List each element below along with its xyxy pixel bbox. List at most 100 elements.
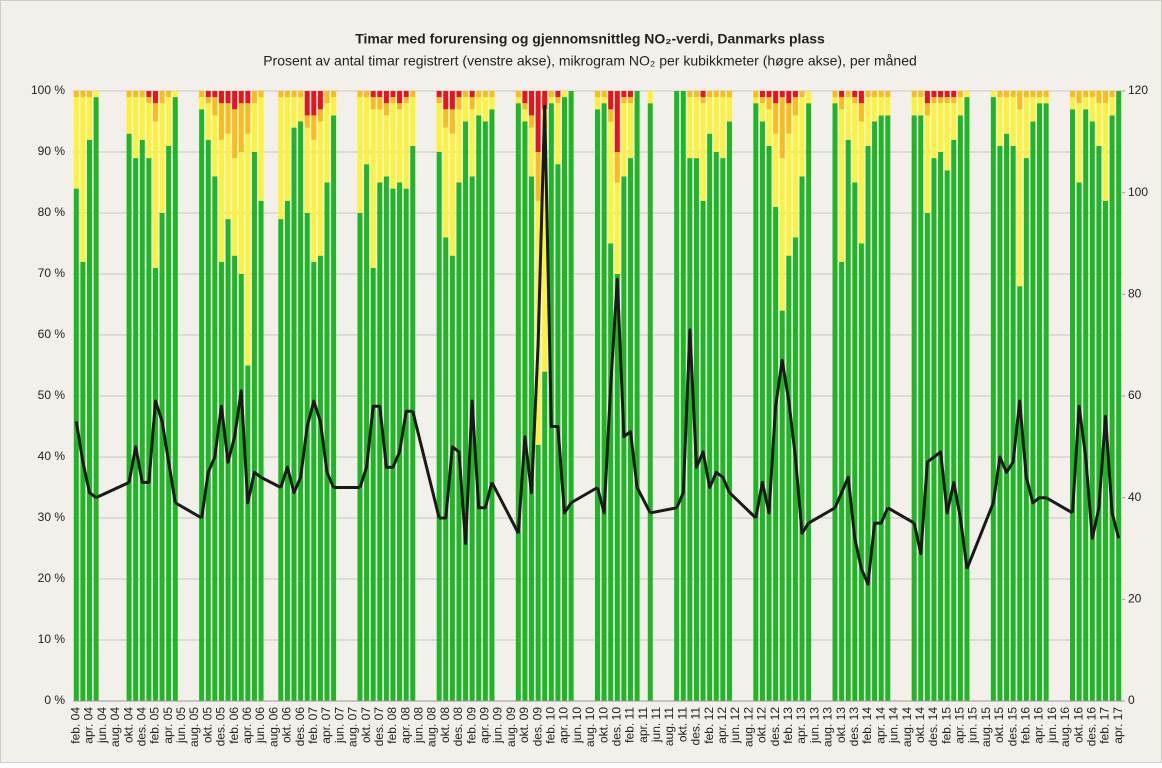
- bar-segment: [377, 182, 383, 701]
- bar-segment: [304, 91, 310, 116]
- bar-segment: [720, 158, 726, 702]
- bar-segment: [852, 182, 858, 701]
- bar-segment: [331, 91, 337, 98]
- bar-segment: [845, 91, 851, 98]
- bar-segment: [1076, 182, 1082, 701]
- y-tick-label: 50 %: [38, 388, 66, 402]
- x-tick-label: okt. 13: [834, 707, 848, 743]
- bar-segment: [152, 91, 158, 104]
- x-tick-label: jun. 16: [1045, 707, 1059, 744]
- y-tick-label: 100 %: [31, 83, 65, 97]
- bar-segment: [238, 152, 244, 274]
- bar-segment: [469, 97, 475, 110]
- bar-segment: [693, 97, 699, 159]
- bar-segment: [311, 115, 317, 140]
- x-tick-label: aug. 15: [979, 707, 993, 747]
- bar-segment: [529, 115, 535, 128]
- bar-segment: [463, 91, 469, 98]
- x-tick-label: okt. 12: [755, 707, 769, 743]
- bar-segment: [766, 97, 772, 110]
- bar-segment: [1089, 97, 1095, 122]
- x-tick-label: aug. 07: [346, 707, 360, 747]
- bar-segment: [858, 91, 864, 104]
- x-tick-label: des. 11: [689, 707, 703, 746]
- bar-segment: [258, 97, 264, 201]
- bar-segment: [753, 91, 759, 98]
- bar-segment: [990, 97, 996, 702]
- bar-segment: [284, 200, 290, 702]
- x-tick-label: okt. 06: [280, 707, 294, 743]
- bar-segment: [779, 310, 785, 701]
- bar-segment: [726, 91, 732, 98]
- bar-segment: [938, 103, 944, 152]
- bar-segment: [885, 97, 891, 116]
- bar-segment: [713, 97, 719, 152]
- bar-segment: [1037, 91, 1043, 98]
- bar-segment: [251, 152, 257, 701]
- gap-connector: [649, 506, 677, 515]
- bar-segment: [476, 91, 482, 98]
- bar-segment: [839, 261, 845, 701]
- bar-segment: [166, 97, 172, 146]
- bar-segment: [918, 97, 924, 116]
- y2-tick-label: 120: [1128, 83, 1148, 97]
- bar-segment: [957, 97, 963, 116]
- x-tick-label: des. 05: [214, 707, 228, 747]
- x-tick-label: okt. 07: [359, 707, 373, 743]
- bar-segment: [1017, 109, 1023, 287]
- bar-segment: [608, 243, 614, 701]
- bar-segment: [284, 97, 290, 201]
- bar-segment: [806, 91, 812, 104]
- bar-segment: [331, 115, 337, 701]
- bar-segment: [872, 91, 878, 98]
- line-series: [74, 104, 1121, 586]
- bar-segment: [1116, 91, 1122, 701]
- bar-segment: [779, 158, 785, 311]
- bar-segment: [1102, 200, 1109, 702]
- bar-segment: [852, 97, 858, 104]
- bar-segment: [403, 103, 409, 189]
- bar-segment: [832, 91, 838, 98]
- bar-segment: [713, 152, 719, 701]
- bar-segment: [172, 97, 178, 702]
- bar-segment: [614, 91, 620, 152]
- bar-segment: [436, 103, 442, 152]
- y2-tick-label: 0: [1128, 693, 1135, 707]
- bar-segment: [621, 97, 627, 104]
- bar-segment: [152, 121, 158, 268]
- x-tick-label: feb. 06: [227, 707, 241, 744]
- bar-segment: [126, 91, 132, 98]
- x-tick-label: apr. 16: [1032, 707, 1046, 744]
- bar-segment: [773, 206, 779, 701]
- x-tick-label: jun. 08: [412, 707, 426, 744]
- bar-segment: [1102, 91, 1109, 104]
- bar-segment: [199, 91, 205, 98]
- bar-segment: [476, 97, 482, 116]
- bar-segment: [792, 91, 798, 98]
- bar-segment: [627, 158, 633, 702]
- x-tick-label: aug. 06: [266, 707, 280, 747]
- bar-segment: [370, 91, 376, 98]
- gap-connector: [807, 506, 836, 525]
- bar-segment: [436, 97, 442, 104]
- bar-segment: [311, 261, 317, 701]
- bar-segment: [159, 103, 165, 213]
- bar-segment: [1004, 91, 1010, 98]
- gap-connector: [490, 481, 520, 534]
- bar-segment: [291, 97, 297, 128]
- bar-segment: [535, 152, 541, 201]
- bar-segment: [713, 91, 719, 98]
- bar-segment: [238, 103, 244, 152]
- gap-connector: [1045, 496, 1074, 515]
- x-tick-label: des. 07: [372, 707, 386, 747]
- x-tick-label: aug. 16: [1058, 707, 1072, 747]
- y-tick-label: 0 %: [44, 693, 65, 707]
- bar-segment: [918, 91, 924, 98]
- bar-segment: [858, 121, 864, 244]
- bar-segment: [931, 97, 937, 104]
- bar-segment: [212, 115, 218, 177]
- bar-segment: [858, 243, 864, 701]
- bar-segment: [594, 91, 601, 98]
- x-tick-label: des. 09: [530, 707, 544, 747]
